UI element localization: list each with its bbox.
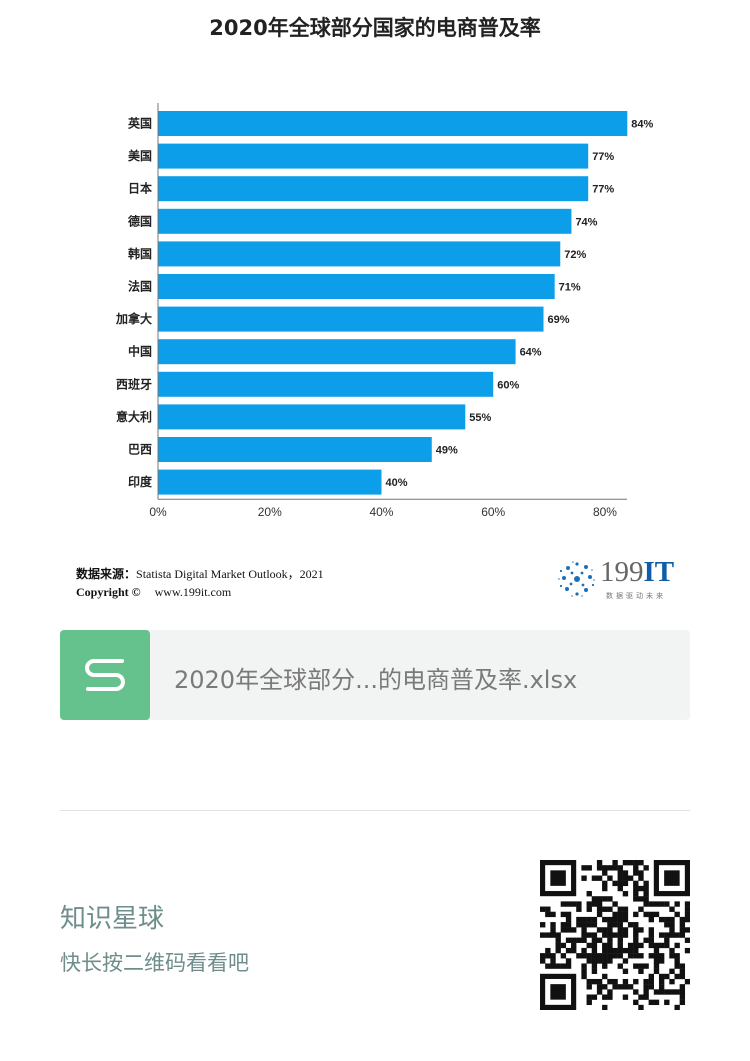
source-text: Statista Digital Market Outlook，2021 [136, 567, 324, 581]
value-label: 55% [469, 412, 491, 424]
category-label: 韩国 [128, 246, 152, 261]
category-label: 日本 [128, 181, 152, 196]
value-label: 69% [548, 314, 570, 326]
bar-10 [158, 437, 432, 462]
bar-3 [158, 208, 572, 234]
logo-letters: IT [643, 556, 675, 588]
bar-9 [158, 404, 466, 430]
value-label: 64% [520, 347, 542, 359]
qr-code[interactable] [540, 860, 690, 1010]
bar-0 [158, 111, 628, 136]
category-label: 德国 [128, 213, 152, 228]
file-name: 2020年全球部分...的电商普及率.xlsx [174, 666, 578, 694]
bar-6 [158, 306, 544, 332]
category-label: 加拿大 [115, 311, 152, 326]
file-attachment-card[interactable]: 2020年全球部分...的电商普及率.xlsx [60, 630, 690, 720]
bar-1 [158, 143, 589, 169]
value-label: 60% [497, 379, 519, 391]
bar-7 [158, 339, 516, 365]
x-tick-label: 80% [593, 505, 617, 519]
divider [60, 810, 690, 811]
website-text: www.199it.com [154, 585, 232, 599]
logo-number: 199 [600, 556, 644, 588]
promo-title: 知识星球 [60, 904, 165, 934]
category-label: 中国 [128, 344, 152, 359]
value-label: 71% [559, 282, 581, 294]
bar-2 [158, 176, 589, 202]
bar-11 [158, 469, 382, 495]
chart-title: 2020年全球部分国家的电商普及率 [209, 16, 541, 40]
brand-logo: 199IT 数据驱动未来 [556, 556, 686, 602]
bar-8 [158, 371, 494, 397]
x-tick-label: 60% [481, 505, 505, 519]
source-label: 数据来源： [76, 567, 137, 581]
category-label: 巴西 [128, 443, 152, 457]
value-label: 74% [575, 216, 597, 228]
category-label: 意大利 [116, 409, 152, 424]
data-source: 数据来源：Statista Digital Market Outlook，202… [76, 565, 324, 582]
value-label: 40% [385, 477, 407, 489]
category-label: 英国 [128, 116, 152, 131]
value-label: 77% [592, 184, 614, 196]
bar-chart: 英国 84% 美国 77% 日本 77% 德国 74% 韩国 72% 法国 71% 加拿大 69% 中国 64… [115, 103, 654, 519]
x-tick-label: 40% [369, 505, 393, 519]
dandelion-icon [558, 561, 595, 597]
value-label: 77% [592, 151, 614, 163]
category-label: 法国 [128, 279, 152, 294]
x-tick-label: 0% [149, 505, 167, 519]
x-tick-label: 20% [258, 505, 282, 519]
copyright-label: Copyright © [76, 585, 141, 599]
bar-4 [158, 241, 561, 267]
logo-wordmark: 199IT [600, 556, 674, 589]
value-label: 84% [631, 119, 653, 131]
copyright: Copyright © www.199it.com [76, 585, 231, 600]
spreadsheet-s-icon [60, 630, 150, 720]
logo-slogan: 数据驱动未来 [606, 592, 666, 600]
category-label: 美国 [128, 148, 152, 163]
category-label: 印度 [128, 474, 153, 489]
value-label: 49% [436, 445, 458, 457]
value-label: 72% [564, 249, 586, 261]
category-label: 西班牙 [116, 376, 152, 391]
promo-subtitle: 快长按二维码看看吧 [60, 951, 249, 975]
bar-5 [158, 274, 555, 299]
